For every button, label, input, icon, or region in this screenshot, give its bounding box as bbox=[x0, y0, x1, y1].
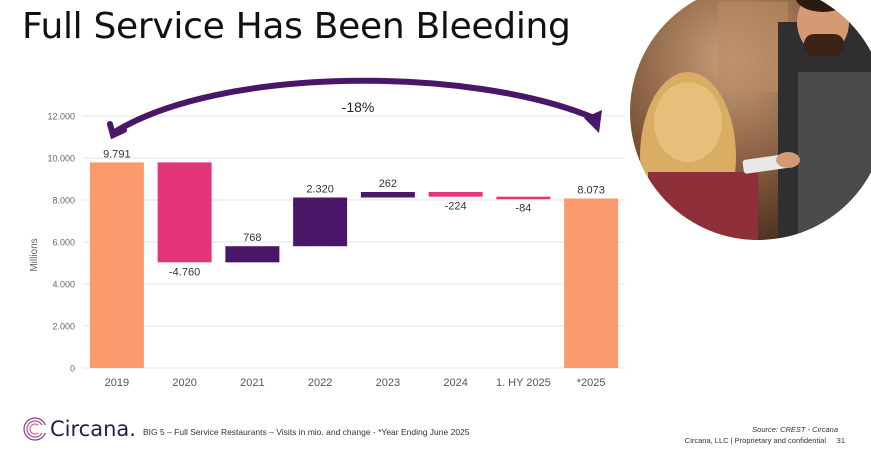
arrowhead-icon bbox=[584, 110, 602, 133]
arrow-tail-hook bbox=[107, 121, 127, 140]
y-tick-label: 10.000 bbox=[47, 154, 75, 164]
x-tick-label: 2020 bbox=[172, 377, 196, 389]
y-tick-label: 4.000 bbox=[52, 280, 75, 290]
data-label: -224 bbox=[445, 201, 467, 213]
change-annotation: -18% bbox=[342, 99, 375, 115]
bar-2023 bbox=[360, 191, 415, 198]
y-axis-label: Millions bbox=[29, 238, 40, 271]
bar--2025 bbox=[564, 198, 619, 368]
data-label: 262 bbox=[379, 178, 397, 190]
page-title: Full Service Has Been Bleeding bbox=[22, 6, 571, 47]
x-tick-label: 2021 bbox=[240, 377, 264, 389]
x-tick-label: 2022 bbox=[308, 377, 332, 389]
data-label: 2.320 bbox=[306, 184, 334, 196]
y-tick-label: 12.000 bbox=[47, 112, 75, 122]
waiter-photo bbox=[630, 0, 871, 240]
page-number: 31 bbox=[836, 436, 845, 445]
bar-2020 bbox=[157, 162, 212, 263]
data-label: 768 bbox=[243, 232, 261, 244]
y-tick-label: 6.000 bbox=[52, 238, 75, 248]
logo-text: Circana. bbox=[50, 417, 136, 441]
data-label: -4.760 bbox=[169, 266, 200, 278]
x-tick-label: *2025 bbox=[577, 377, 606, 389]
footnote: BIG 5 – Full Service Restaurants – Visit… bbox=[143, 427, 470, 437]
x-tick-label: 2024 bbox=[443, 377, 467, 389]
data-label: 8.073 bbox=[577, 184, 605, 196]
source-note: Source: CREST - Circana bbox=[752, 425, 838, 434]
bar-2024 bbox=[428, 191, 483, 197]
legal-note: Circana, LLC | Proprietary and confident… bbox=[684, 436, 826, 445]
data-label: 9.791 bbox=[103, 148, 131, 160]
bar-2019 bbox=[89, 162, 144, 368]
y-tick-label: 8.000 bbox=[52, 196, 75, 206]
change-arrow bbox=[110, 77, 597, 136]
bar-2021 bbox=[225, 246, 280, 263]
data-label: -84 bbox=[515, 202, 531, 214]
x-tick-label: 1. HY 2025 bbox=[496, 377, 551, 389]
x-tick-label: 2019 bbox=[105, 377, 129, 389]
circana-logo: Circana. bbox=[22, 416, 136, 442]
x-tick-label: 2023 bbox=[376, 377, 400, 389]
y-tick-label: 2.000 bbox=[52, 322, 75, 332]
y-tick-label: 0 bbox=[70, 364, 75, 374]
circana-logo-icon bbox=[23, 417, 48, 441]
bar-1-hy-2025 bbox=[496, 196, 551, 200]
bar-2022 bbox=[293, 197, 348, 247]
